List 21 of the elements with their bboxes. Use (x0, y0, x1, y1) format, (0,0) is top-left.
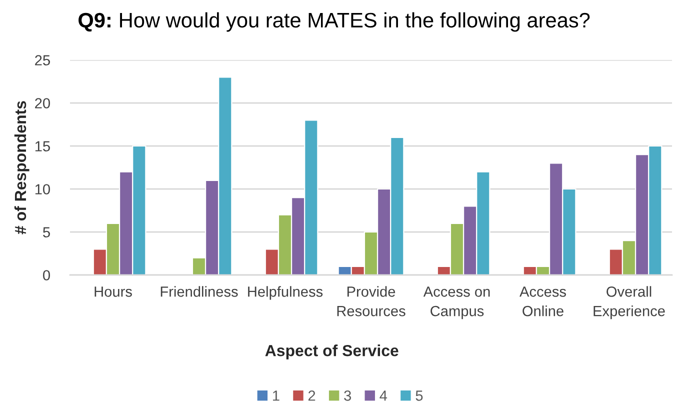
legend-label: 5 (416, 390, 423, 401)
y-tick-label: 0 (43, 270, 50, 280)
chart-title: Q9: How would you rate MATES in the following areas? (78, 12, 590, 32)
legend-label: 1 (273, 390, 280, 401)
x-tick-label: Helpfulness (248, 286, 323, 300)
y-tick-label: 5 (43, 227, 50, 238)
legend-label: 2 (308, 390, 316, 401)
x-tick-label: Access Online (520, 286, 566, 316)
x-tick-label: Access on Campus (423, 286, 490, 320)
y-tick-label: 25 (35, 55, 50, 66)
y-tick-label: 20 (35, 98, 50, 108)
x-tick-label: Overall Experience (594, 286, 665, 320)
legend-label: 3 (344, 390, 352, 401)
y-tick-label: 10 (35, 184, 50, 194)
x-axis-title: Aspect of Service (265, 344, 398, 360)
x-tick-label: Provide Resources (337, 286, 406, 316)
y-axis-title: # of Respondents (14, 101, 30, 234)
x-tick-label: Hours (94, 286, 132, 297)
legend-label: 4 (380, 390, 388, 401)
x-tick-label: Friendliness (160, 286, 238, 297)
y-tick-label: 15 (35, 141, 50, 152)
